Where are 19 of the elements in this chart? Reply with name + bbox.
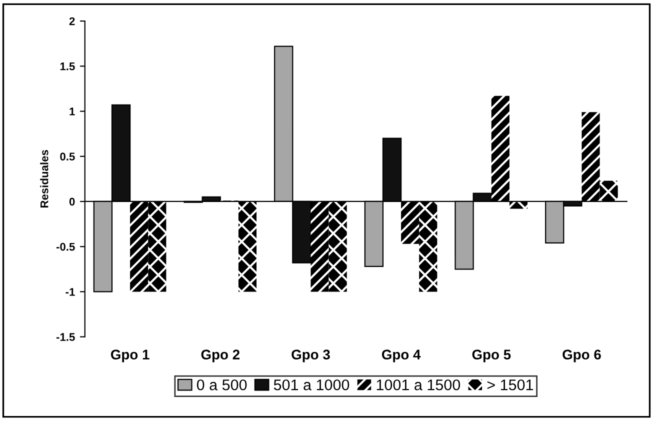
y-tick-label: 2: [69, 17, 75, 26]
x-tick-label: Gpo 3: [292, 350, 330, 362]
legend-label: 0 a 500: [196, 379, 247, 390]
x-tick-label: Gpo 6: [562, 350, 601, 362]
legend-label: > 1501: [487, 379, 534, 390]
x-tick-label: Gpo 2: [201, 350, 240, 362]
y-tick-label: 0: [69, 198, 75, 206]
y-tick-label: -1.5: [56, 333, 75, 341]
y-axis-title: Residuales: [40, 150, 48, 208]
y-tick-label: 1: [70, 108, 75, 116]
y-tick-label: -1: [66, 288, 75, 296]
y-tick-label: -0.5: [56, 242, 75, 251]
legend-label: 501 a 1000: [274, 379, 350, 390]
y-tick-label: 0.5: [60, 152, 75, 161]
x-tick-label: Gpo 1: [110, 350, 150, 362]
x-tick-label: Gpo 4: [382, 350, 421, 362]
x-tick-label: Gpo 5: [472, 350, 511, 362]
y-tick-label: 1.5: [60, 62, 75, 70]
legend-label: 1001 a 1500: [376, 379, 460, 390]
